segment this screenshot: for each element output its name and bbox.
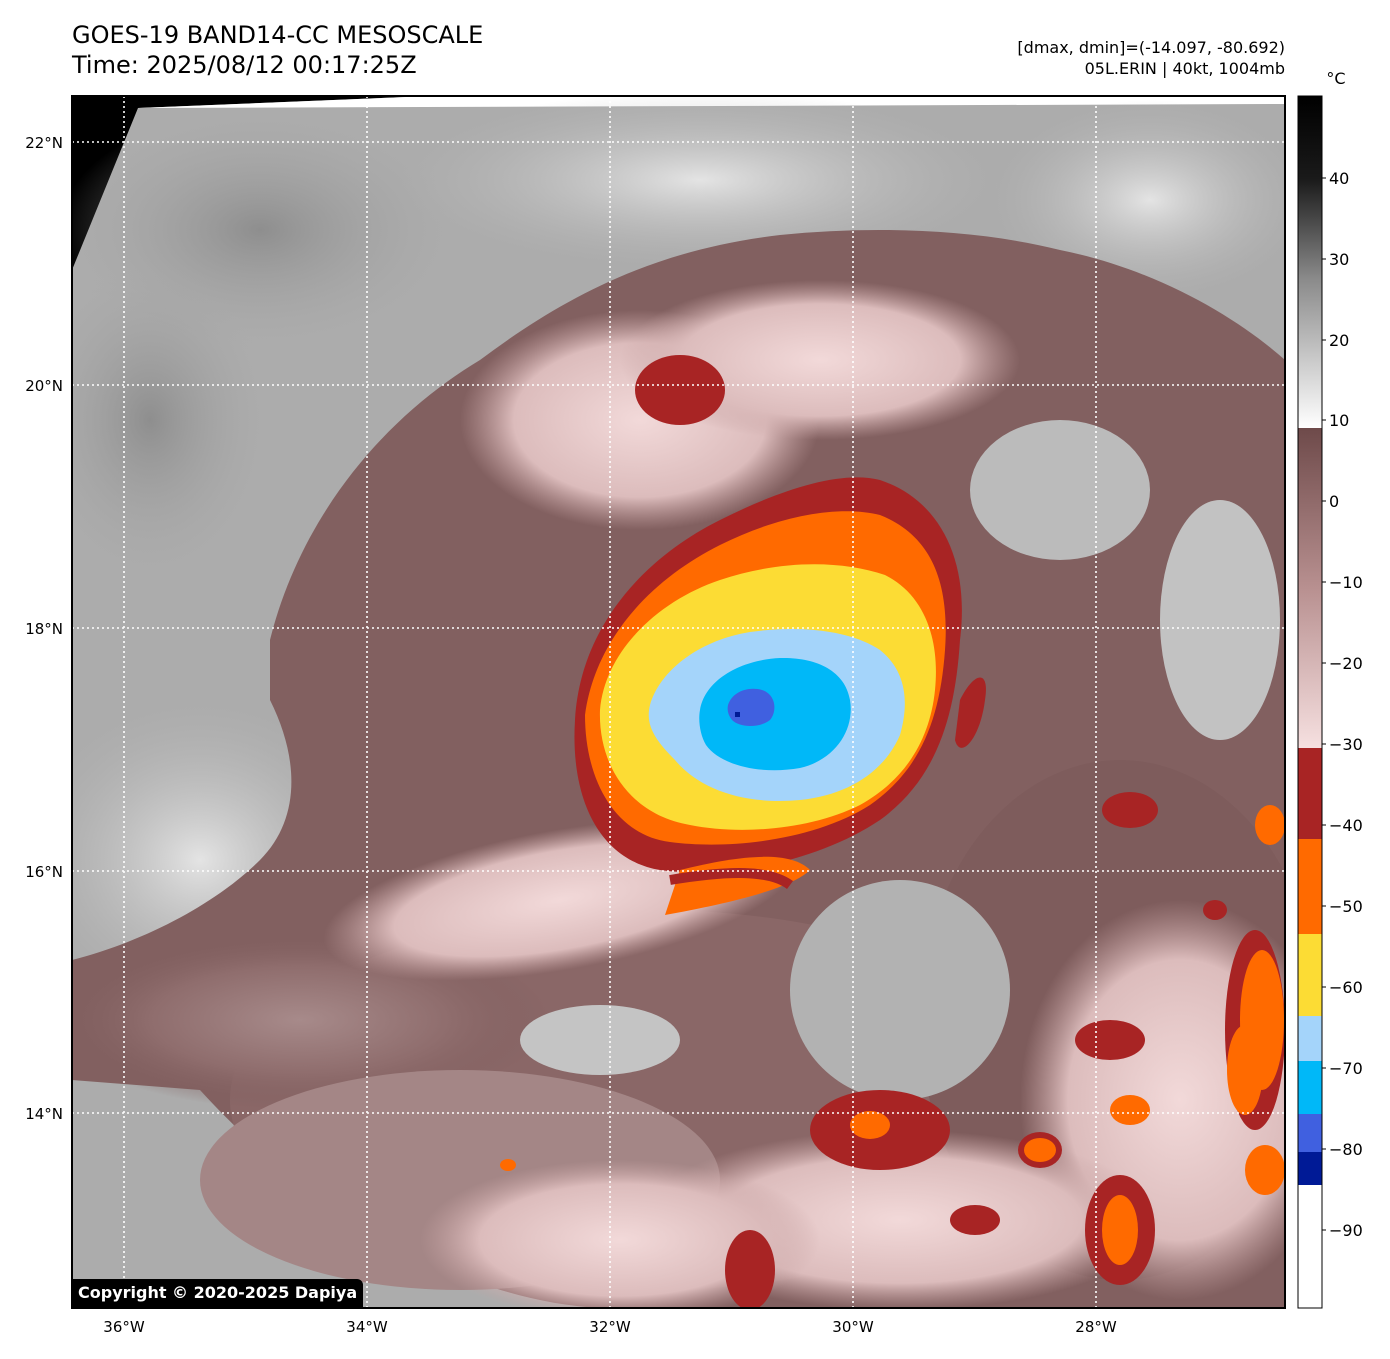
colorbar-tick-minus-40: −40 bbox=[1329, 816, 1363, 835]
colorbar-tick-0: 0 bbox=[1329, 492, 1339, 511]
storm-info: [dmax, dmin]=(-14.097, -80.692) 05L.ERIN… bbox=[1017, 37, 1285, 79]
product-title: GOES-19 BAND14-CC MESOSCALE bbox=[72, 21, 484, 49]
lat-label-22n: 22°N bbox=[25, 134, 63, 152]
colorbar-tick-minus-90: −90 bbox=[1329, 1221, 1363, 1240]
temperature-range: [dmax, dmin]=(-14.097, -80.692) bbox=[1017, 38, 1285, 57]
colorbar-tick-minus-60: −60 bbox=[1329, 978, 1363, 997]
colorbar-tick-minus-80: −80 bbox=[1329, 1140, 1363, 1159]
lon-label-28w: 28°W bbox=[1075, 1318, 1117, 1336]
colorbar-tick-minus-20: −20 bbox=[1329, 654, 1363, 673]
longitude-axis: 36°W 34°W 32°W 30°W 28°W bbox=[103, 1318, 1117, 1336]
map-title: GOES-19 BAND14-CC MESOSCALE Time: 2025/0… bbox=[72, 20, 483, 80]
temperature-colorbar: °C 40 30 20 10 0 bbox=[1297, 69, 1363, 1309]
observation-time: Time: 2025/08/12 00:17:25Z bbox=[72, 51, 417, 79]
colorbar-tick-minus-50: −50 bbox=[1329, 897, 1363, 916]
lon-label-32w: 32°W bbox=[589, 1318, 631, 1336]
map-frame bbox=[71, 95, 1286, 1309]
copyright-notice: Copyright © 2020-2025 Dapiya bbox=[72, 1279, 364, 1307]
lon-label-30w: 30°W bbox=[832, 1318, 874, 1336]
colorbar-tick-minus-10: −10 bbox=[1329, 573, 1363, 592]
colorbar-tick-30: 30 bbox=[1329, 250, 1349, 269]
colorbar-tick-minus-30: −30 bbox=[1329, 735, 1363, 754]
lat-label-18n: 18°N bbox=[25, 620, 63, 638]
lat-label-14n: 14°N bbox=[25, 1105, 63, 1123]
lat-label-16n: 16°N bbox=[25, 863, 63, 881]
lat-label-20n: 20°N bbox=[25, 377, 63, 395]
cloud-top-minus-75 bbox=[699, 657, 851, 771]
storm-identifier: 05L.ERIN | 40kt, 1004mb bbox=[1084, 59, 1285, 78]
lat-lon-grid bbox=[72, 96, 1285, 1308]
lon-label-36w: 36°W bbox=[103, 1318, 145, 1336]
colorbar-tick-40: 40 bbox=[1329, 169, 1349, 188]
colorbar-unit: °C bbox=[1326, 69, 1345, 88]
satellite-imagery bbox=[72, 96, 1285, 1308]
no-data-corner bbox=[72, 96, 430, 270]
lon-label-34w: 34°W bbox=[346, 1318, 388, 1336]
latitude-axis: 22°N 20°N 18°N 16°N 14°N bbox=[25, 134, 63, 1123]
colorbar-tick-minus-70: −70 bbox=[1329, 1059, 1363, 1078]
colorbar-tick-10: 10 bbox=[1329, 411, 1349, 430]
colorbar-tick-20: 20 bbox=[1329, 331, 1349, 350]
